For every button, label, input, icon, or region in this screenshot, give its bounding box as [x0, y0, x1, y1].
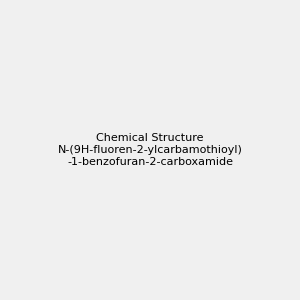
Text: Chemical Structure
N-(9H-fluoren-2-ylcarbamothioyl)
-1-benzofuran-2-carboxamide: Chemical Structure N-(9H-fluoren-2-ylcar…: [58, 134, 242, 166]
